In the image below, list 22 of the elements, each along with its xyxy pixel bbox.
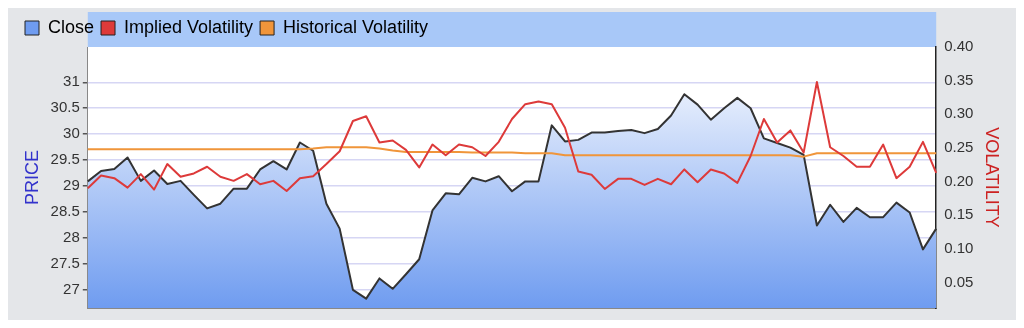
- y-tick-label: 28.5: [50, 202, 80, 220]
- y2-tick-label: 0.20: [944, 171, 974, 189]
- y2-tick-label: 0.40: [944, 37, 974, 55]
- y-tick-label: 28: [63, 228, 80, 246]
- y2-tick-label: 0.25: [944, 138, 974, 156]
- y2-axis-title: VOLATILITY: [982, 127, 1003, 228]
- y-tick-label: 29.5: [50, 150, 80, 168]
- y-tick-label: 30.5: [50, 98, 80, 116]
- y2-tick-label: 0.30: [944, 104, 974, 122]
- y-tick-label: 31: [63, 72, 80, 90]
- legend-label: Implied Volatility: [124, 16, 254, 37]
- legend-label: Close: [48, 16, 95, 37]
- legend-label: Historical Volatility: [283, 16, 429, 37]
- y2-tick-label: 0.15: [944, 205, 974, 223]
- y2-tick-label: 0.10: [944, 238, 974, 256]
- y2-tick-label: 0.35: [944, 70, 974, 88]
- y-tick-label: 29: [63, 176, 80, 194]
- y-tick-label: 27.5: [50, 254, 80, 272]
- y-axis-title: PRICE: [21, 149, 42, 206]
- y-tick-label: 30: [63, 124, 80, 142]
- y-tick-label: 27: [63, 279, 80, 297]
- y2-tick-label: 0.05: [944, 272, 974, 290]
